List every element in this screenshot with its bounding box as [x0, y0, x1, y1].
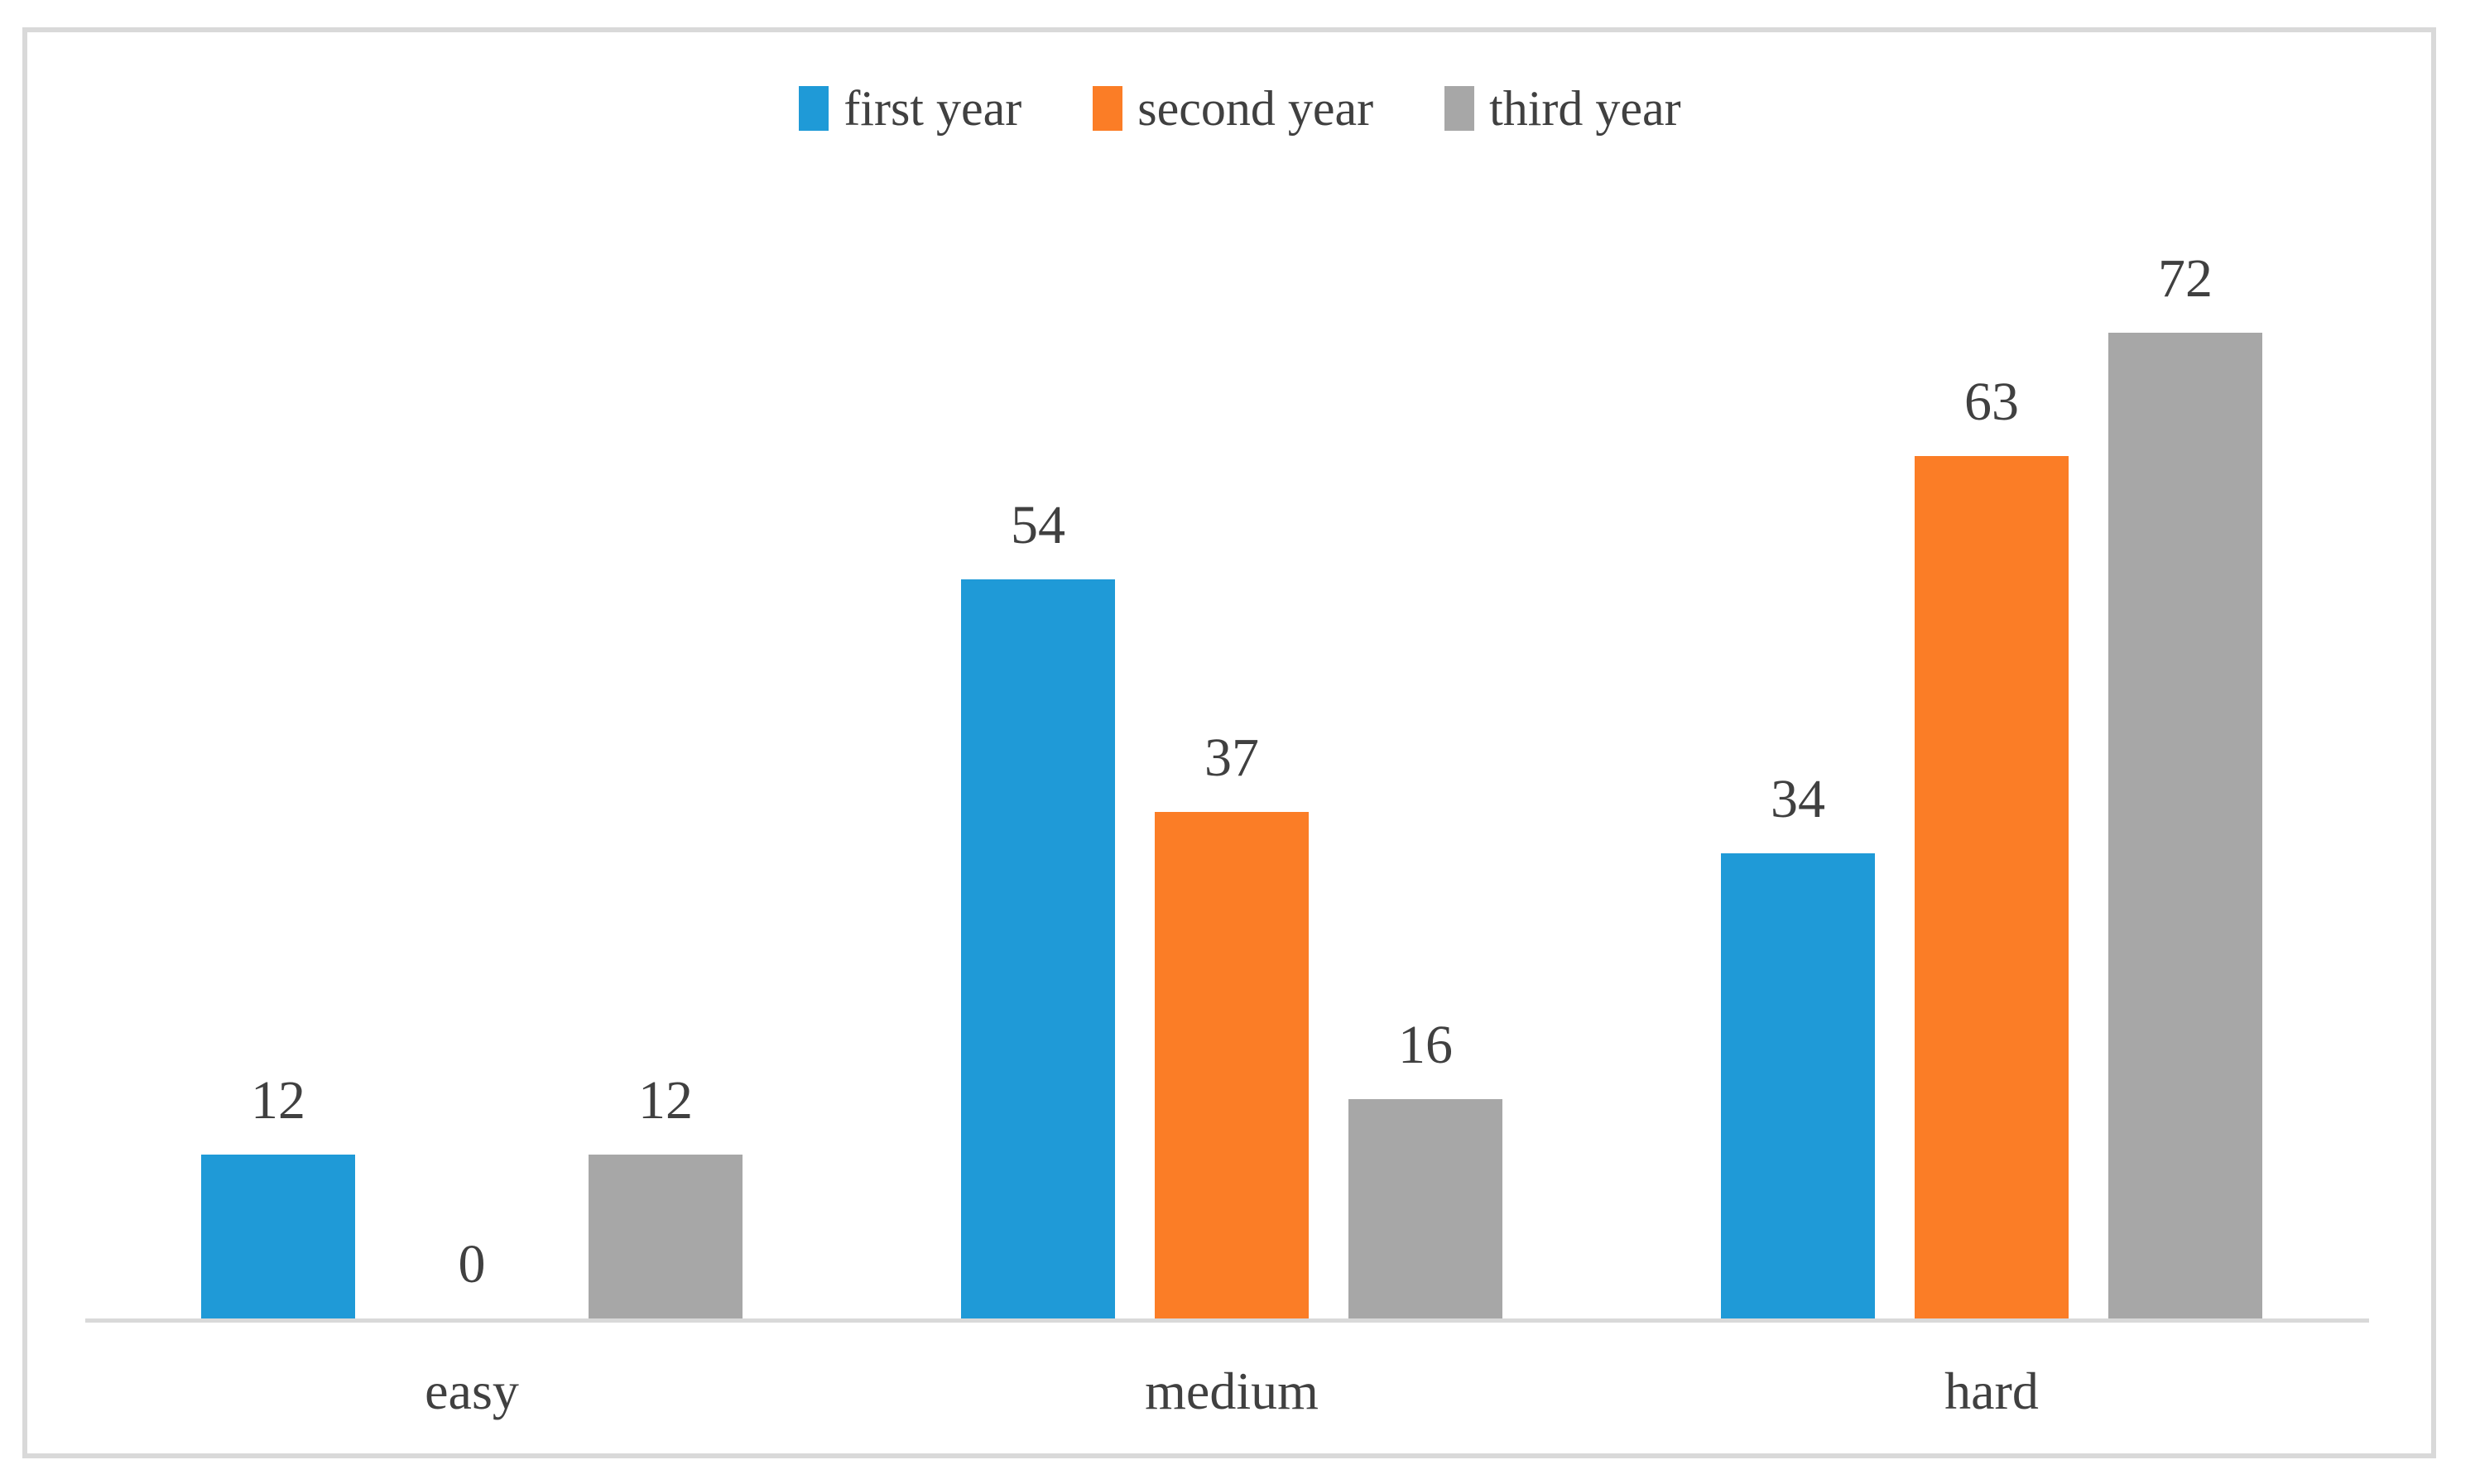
- bar-second-year-hard: [1915, 456, 2069, 1318]
- legend-item-first-year: first year: [799, 81, 1021, 136]
- bar-slot-second-year-medium: 37: [1155, 731, 1309, 1318]
- bar-slot-first-year-medium: 54: [961, 498, 1115, 1318]
- data-label-third-year-easy: 12: [638, 1070, 693, 1131]
- category-label-hard: hard: [1944, 1362, 2039, 1420]
- bar-first-year-medium: [961, 579, 1115, 1318]
- bar-slot-third-year-medium: 16: [1348, 1018, 1502, 1318]
- chart-border-frame: [22, 27, 2436, 1458]
- data-label-second-year-medium: 37: [1204, 728, 1259, 788]
- data-label-third-year-medium: 16: [1398, 1015, 1453, 1075]
- bar-slot-first-year-easy: 12: [201, 1073, 355, 1318]
- category-label-easy: easy: [425, 1362, 519, 1420]
- bar-slot-third-year-hard: 72: [2108, 252, 2262, 1318]
- legend-label-third-year: third year: [1489, 81, 1681, 136]
- bar-third-year-medium: [1348, 1099, 1502, 1318]
- legend-label-first-year: first year: [843, 81, 1022, 136]
- data-label-first-year-easy: 12: [251, 1070, 305, 1131]
- bar-third-year-hard: [2108, 333, 2262, 1318]
- legend-label-second-year: second year: [1137, 81, 1374, 136]
- legend-item-second-year: second year: [1093, 81, 1373, 136]
- bar-third-year-easy: [589, 1155, 743, 1318]
- category-label-medium: medium: [1145, 1362, 1319, 1420]
- bar-slot-second-year-easy: 0: [395, 1237, 549, 1318]
- bar-first-year-hard: [1721, 853, 1875, 1318]
- legend-marker-first-year: [799, 86, 829, 131]
- bar-group-medium: 54 37 16: [961, 209, 1502, 1318]
- bar-slot-second-year-hard: 63: [1915, 375, 2069, 1318]
- x-axis-line: [85, 1318, 2369, 1323]
- data-label-second-year-hard: 63: [1964, 372, 2019, 432]
- legend-item-third-year: third year: [1444, 81, 1681, 136]
- bar-second-year-medium: [1155, 812, 1309, 1318]
- data-label-first-year-medium: 54: [1011, 495, 1065, 555]
- legend-marker-second-year: [1093, 86, 1123, 131]
- chart-legend: first year second year third year: [0, 81, 2480, 136]
- bar-first-year-easy: [201, 1155, 355, 1318]
- data-label-first-year-hard: 34: [1771, 769, 1825, 829]
- bar-slot-first-year-hard: 34: [1721, 772, 1875, 1318]
- bar-group-hard: 34 63 72: [1721, 209, 2262, 1318]
- legend-marker-third-year: [1444, 86, 1475, 131]
- data-label-second-year-easy: 0: [458, 1234, 486, 1294]
- data-label-third-year-hard: 72: [2158, 248, 2213, 309]
- bar-slot-third-year-easy: 12: [589, 1073, 743, 1318]
- bar-group-easy: 12 0 12: [201, 209, 743, 1318]
